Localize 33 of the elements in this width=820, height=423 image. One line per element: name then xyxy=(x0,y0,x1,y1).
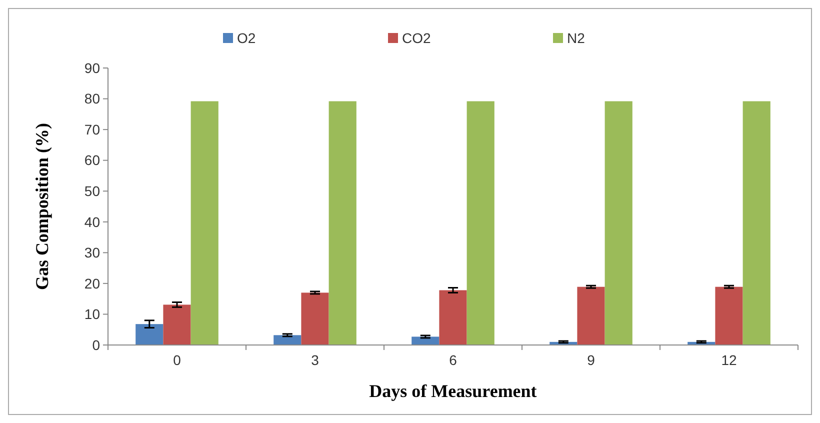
bar xyxy=(604,101,632,345)
x-tick-label: 0 xyxy=(173,352,182,368)
y-tick-label: 20 xyxy=(84,275,100,292)
bar xyxy=(577,286,605,345)
x-axis-title: Days of Measurement xyxy=(369,381,537,401)
bar xyxy=(136,324,164,345)
bar xyxy=(466,101,494,345)
bar xyxy=(412,336,440,345)
x-tick-label: 3 xyxy=(311,352,320,368)
bar xyxy=(163,304,191,345)
y-tick-label: 90 xyxy=(84,60,100,76)
y-tick-label: 0 xyxy=(92,336,100,353)
y-tick-label: 60 xyxy=(84,152,100,168)
x-tick-label: 9 xyxy=(587,352,596,368)
legend-label: N2 xyxy=(567,30,586,46)
x-tick-label: 12 xyxy=(721,352,737,368)
bar xyxy=(328,101,356,345)
legend-label: CO2 xyxy=(402,30,431,46)
bar xyxy=(715,286,743,345)
bar xyxy=(274,335,302,345)
y-tick-label: 10 xyxy=(84,306,100,322)
y-tick-label: 30 xyxy=(84,244,100,261)
bar xyxy=(301,292,329,345)
bar xyxy=(190,101,218,345)
y-tick-label: 40 xyxy=(84,214,100,230)
y-axis-title: Gas Composition (%) xyxy=(32,122,52,290)
y-tick-label: 70 xyxy=(84,121,100,138)
y-tick-label: 80 xyxy=(84,90,100,107)
x-tick-label: 6 xyxy=(449,352,458,368)
bar xyxy=(439,290,467,345)
legend-label: O2 xyxy=(237,30,256,46)
bar xyxy=(742,101,770,345)
y-tick-label: 50 xyxy=(84,183,100,200)
